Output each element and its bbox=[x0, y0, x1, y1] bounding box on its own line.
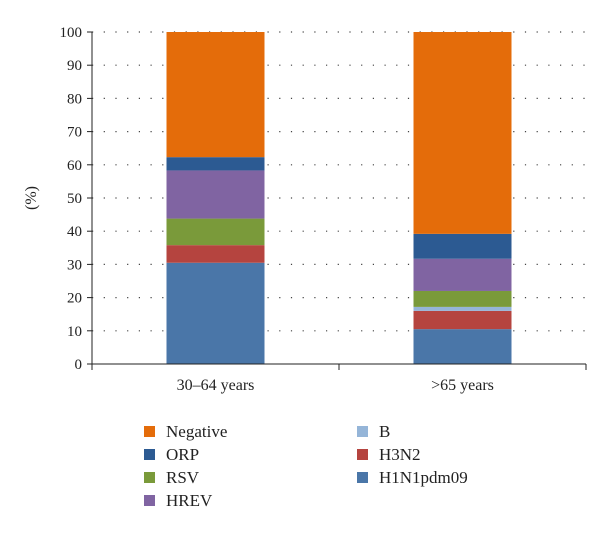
legend-label: ORP bbox=[166, 445, 199, 464]
legend-label: H3N2 bbox=[379, 445, 421, 464]
bar-segment bbox=[166, 170, 265, 219]
y-tick-label: 0 bbox=[75, 357, 83, 373]
legend-swatch bbox=[357, 449, 368, 460]
legend-label: B bbox=[379, 422, 390, 441]
bar-segment bbox=[166, 157, 265, 171]
y-axis-label: (%) bbox=[23, 186, 40, 210]
bar-segment bbox=[166, 218, 265, 246]
y-tick-label: 70 bbox=[67, 125, 82, 141]
bar-segment bbox=[413, 233, 512, 259]
y-tick-label: 90 bbox=[67, 58, 82, 74]
bar-segment bbox=[413, 306, 512, 311]
legend-swatch bbox=[144, 495, 155, 506]
legend-swatch bbox=[144, 472, 155, 483]
bar-segment bbox=[413, 258, 512, 291]
legend-label: H1N1pdm09 bbox=[379, 468, 468, 487]
bar-segment bbox=[413, 290, 512, 307]
y-tick-label: 30 bbox=[67, 257, 82, 273]
bar-segment bbox=[166, 245, 265, 263]
legend-swatch bbox=[357, 426, 368, 437]
y-tick-label: 20 bbox=[67, 291, 82, 307]
legend-swatch bbox=[357, 472, 368, 483]
bar-segment bbox=[413, 32, 512, 234]
axes bbox=[91, 32, 586, 365]
bar-segment bbox=[413, 310, 512, 330]
y-tick-label: 80 bbox=[67, 91, 82, 107]
y-tick-label: 10 bbox=[67, 324, 82, 340]
legend-label: HREV bbox=[166, 491, 213, 510]
y-tick-label: 50 bbox=[67, 191, 82, 207]
x-ticks: 30–64 years >65 years bbox=[91, 364, 587, 394]
bar-segment bbox=[166, 32, 265, 158]
legend-swatch bbox=[144, 449, 155, 460]
grid-lines bbox=[92, 31, 586, 332]
y-tick-label: 100 bbox=[60, 25, 83, 41]
bars bbox=[166, 32, 512, 364]
y-ticks: 0 10 20 30 40 50 60 70 80 90 100 bbox=[60, 25, 92, 373]
bar-segment bbox=[413, 329, 512, 364]
legend-swatch bbox=[144, 426, 155, 437]
bar-segment bbox=[166, 262, 265, 364]
x-tick-label: 30–64 years bbox=[177, 377, 255, 394]
y-tick-label: 40 bbox=[67, 224, 82, 240]
legend-label: Negative bbox=[166, 422, 227, 441]
legend-label: RSV bbox=[166, 468, 200, 487]
y-tick-label: 60 bbox=[67, 158, 82, 174]
legend: Negative ORP RSV HREV B H3N2 H1N1pdm09 bbox=[144, 422, 468, 510]
x-tick-label: >65 years bbox=[431, 377, 494, 394]
